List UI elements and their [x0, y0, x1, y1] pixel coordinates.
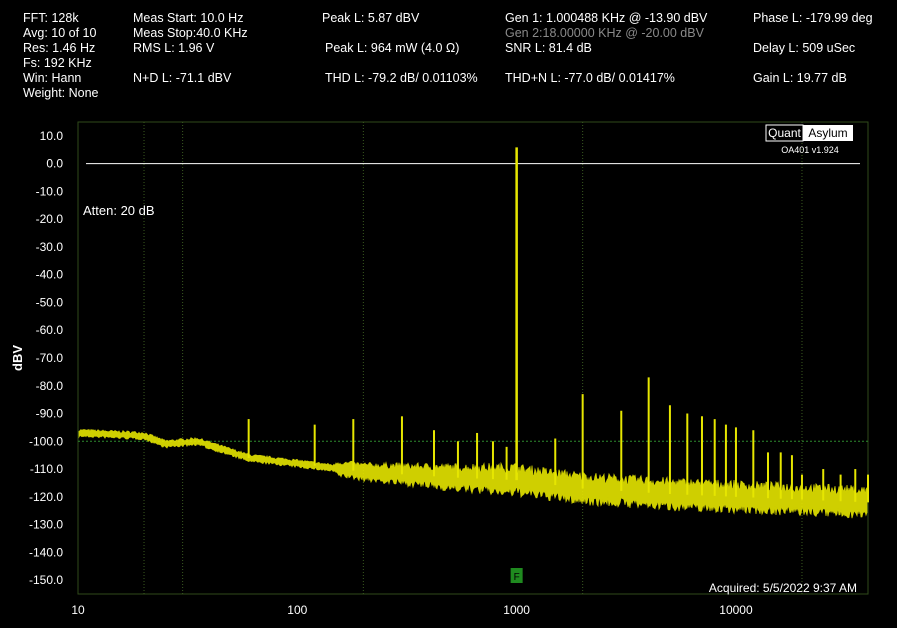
y-tick-label: -100.0	[29, 434, 63, 448]
fft-size-text: FFT: 128k	[23, 11, 79, 25]
gen1-text: Gen 1: 1.000488 KHz @ -13.90 dBV	[505, 11, 708, 25]
logo-left-text: Quant	[768, 126, 801, 140]
atten-label: Atten: 20 dB	[83, 203, 155, 218]
peak-power-text: Peak L: 964 mW (4.0 Ω)	[325, 41, 460, 55]
resolution-text: Res: 1.46 Hz	[23, 41, 96, 55]
y-tick-label: -130.0	[29, 518, 63, 532]
y-tick-labels: 10.0 0.0 -10.0 -20.0 -30.0 -40.0 -50.0 -60.0 -70…	[29, 129, 63, 587]
y-tick-label: -10.0	[36, 184, 64, 198]
y-tick-label: -80.0	[36, 379, 64, 393]
plot-area[interactable]	[77, 121, 869, 595]
y-tick-label: -150.0	[29, 573, 63, 587]
y-tick-label: -50.0	[36, 295, 64, 309]
y-tick-label: -70.0	[36, 351, 64, 365]
y-tick-label: 0.0	[46, 157, 63, 171]
frequency-marker[interactable]: F	[510, 568, 523, 583]
sample-rate-text: Fs: 192 KHz	[23, 56, 92, 70]
version-label: OA401 v1.924	[781, 145, 839, 155]
window-text: Win: Hann	[23, 71, 82, 85]
thd-text: THD L: -79.2 dB/ 0.01103%	[325, 71, 478, 85]
grid-lines	[143, 122, 803, 594]
y-tick-label: -20.0	[36, 212, 64, 226]
y-tick-label: -120.0	[29, 490, 63, 504]
n-plus-d-text: N+D L: -71.1 dBV	[133, 71, 232, 85]
acquired-label: Acquired: 5/5/2022 9:37 AM	[709, 581, 857, 595]
y-tick-label: -40.0	[36, 268, 64, 282]
x-tick-labels: 10 100 1000 10000	[71, 603, 753, 617]
rms-text: RMS L: 1.96 V	[133, 41, 215, 55]
noise-floor-band	[78, 428, 868, 519]
x-tick-label: 100	[287, 603, 307, 617]
meas-stop-text: Meas Stop:40.0 KHz	[133, 26, 248, 40]
y-tick-label: -30.0	[36, 240, 64, 254]
x-tick-label: 1000	[503, 603, 530, 617]
gen2-text: Gen 2:18.00000 KHz @ -20.00 dBV	[505, 26, 704, 40]
logo: Quant Asylum	[765, 124, 853, 142]
logo-right-text: Asylum	[808, 126, 847, 140]
gain-text: Gain L: 19.77 dB	[753, 71, 847, 85]
marker-label: F	[514, 572, 520, 583]
y-axis-label: dBV	[10, 345, 25, 371]
meas-start-text: Meas Start: 10.0 Hz	[133, 11, 244, 25]
thd-n-text: THD+N L: -77.0 dB/ 0.01417%	[505, 71, 675, 85]
y-tick-label: -140.0	[29, 545, 63, 559]
snr-text: SNR L: 81.4 dB	[505, 41, 592, 55]
delay-text: Delay L: 509 uSec	[753, 41, 856, 55]
y-tick-label: -60.0	[36, 323, 64, 337]
x-tick-label: 10	[71, 603, 85, 617]
averaging-text: Avg: 10 of 10	[23, 26, 97, 40]
weighting-text: Weight: None	[23, 86, 99, 100]
phase-text: Phase L: -179.99 deg	[753, 11, 873, 25]
y-tick-label: 10.0	[40, 129, 64, 143]
fft-settings-block: FFT: 128k Avg: 10 of 10 Res: 1.46 Hz Fs:…	[23, 11, 99, 101]
y-tick-label: -90.0	[36, 407, 64, 421]
y-tick-label: -110.0	[30, 462, 63, 476]
peak-level-text: Peak L: 5.87 dBV	[322, 11, 420, 25]
spectrum-trace	[78, 147, 869, 519]
x-tick-label: 10000	[719, 603, 753, 617]
